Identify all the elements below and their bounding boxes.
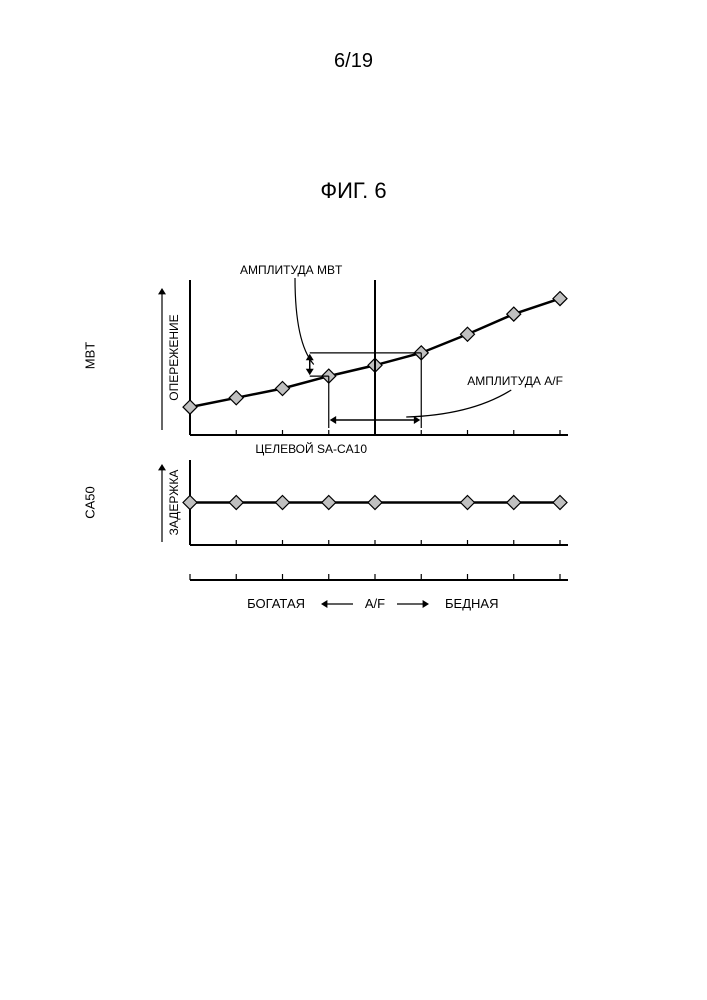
page-number: 6/19	[0, 50, 707, 73]
y-outer-label-ca50: CA50	[83, 473, 98, 533]
svg-text:ЦЕЛЕВОЙ SA-CA10: ЦЕЛЕВОЙ SA-CA10	[255, 441, 367, 456]
svg-text:ЗАДЕРЖКА: ЗАДЕРЖКА	[167, 470, 181, 536]
svg-text:АМПЛИТУДА MBT: АМПЛИТУДА MBT	[240, 263, 343, 277]
chart-svg: ОПЕРЕЖЕНИЕ ЦЕЛЕВОЙ SA-CA10 АМПЛИТУДА A/F АМ…	[110, 260, 590, 640]
svg-text:БЕДНАЯ: БЕДНАЯ	[445, 596, 498, 611]
svg-text:ОПЕРЕЖЕНИЕ: ОПЕРЕЖЕНИЕ	[167, 314, 181, 400]
svg-text:АМПЛИТУДА A/F: АМПЛИТУДА A/F	[467, 374, 563, 388]
chart-container: MBT CA50 ОПЕРЕЖЕНИЕЦЕЛЕВОЙ SA-CA10АМПЛИТ…	[110, 260, 590, 640]
svg-text:БОГАТАЯ: БОГАТАЯ	[247, 596, 305, 611]
y-outer-label-mbt: MBT	[83, 326, 98, 386]
svg-text:A/F: A/F	[365, 596, 385, 611]
figure-title: ФИГ. 6	[0, 178, 707, 204]
